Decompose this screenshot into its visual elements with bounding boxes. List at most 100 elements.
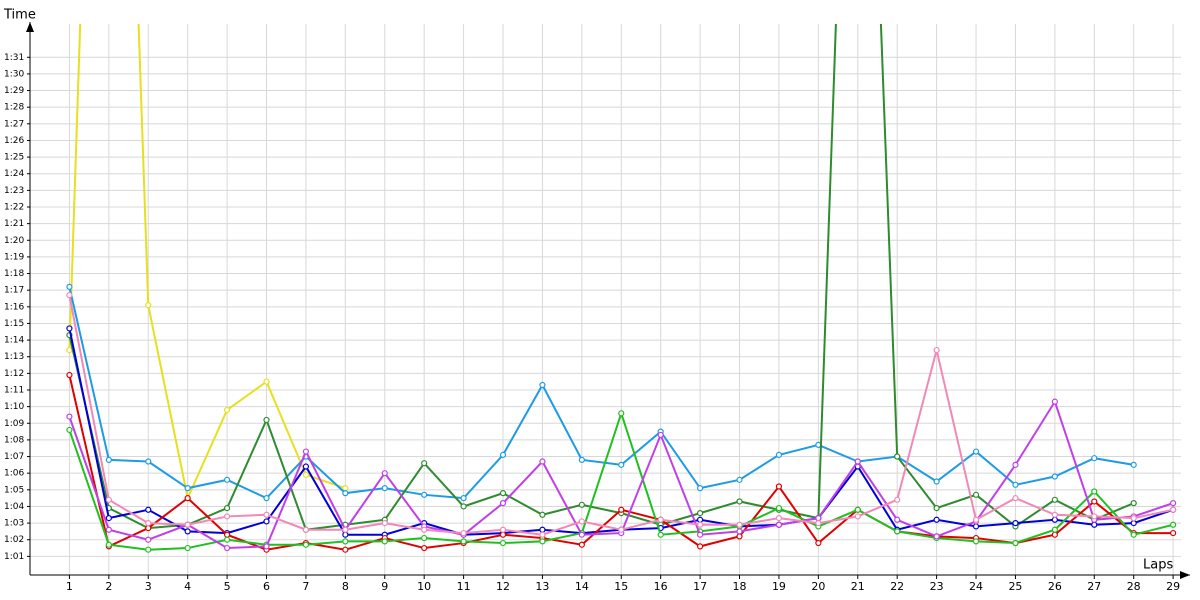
y-tick-label: 1:14 bbox=[4, 336, 24, 346]
point bbox=[223, 531, 231, 538]
point bbox=[1091, 455, 1098, 462]
x-tick-label: 14 bbox=[575, 580, 589, 593]
x-tick-label: 24 bbox=[969, 580, 983, 593]
x-tick-label: 21 bbox=[851, 580, 865, 593]
point bbox=[184, 485, 191, 492]
y-tick-label: 1:16 bbox=[4, 302, 24, 312]
point bbox=[539, 526, 546, 533]
point bbox=[1051, 531, 1058, 538]
point bbox=[1051, 516, 1058, 523]
y-tick-label: 1:12 bbox=[4, 369, 24, 379]
point bbox=[657, 531, 664, 538]
point bbox=[381, 538, 388, 545]
x-tick-label: 28 bbox=[1127, 580, 1141, 593]
x-tick-label: 5 bbox=[224, 580, 231, 593]
point bbox=[381, 519, 388, 527]
y-tick-label: 1:15 bbox=[4, 319, 24, 329]
point bbox=[381, 470, 388, 477]
point bbox=[66, 325, 73, 332]
point bbox=[381, 485, 388, 492]
x-tick-label: 22 bbox=[890, 580, 904, 593]
point bbox=[618, 506, 625, 513]
point bbox=[145, 536, 152, 543]
y-tick-label: 1:02 bbox=[4, 535, 24, 545]
point bbox=[460, 529, 467, 537]
y-tick-label: 1:21 bbox=[4, 219, 24, 229]
point bbox=[657, 431, 664, 439]
point bbox=[1091, 521, 1098, 528]
series bbox=[66, 292, 1177, 538]
y-tick-label: 1:13 bbox=[4, 352, 24, 362]
x-tick-label: 18 bbox=[733, 580, 747, 593]
point bbox=[499, 490, 507, 497]
point bbox=[1091, 488, 1098, 495]
y-axis-label: Time bbox=[3, 8, 36, 23]
x-tick-label: 11 bbox=[457, 580, 471, 593]
point bbox=[499, 531, 507, 538]
point bbox=[697, 521, 704, 528]
y-tick-label: 1:26 bbox=[4, 136, 24, 146]
point bbox=[697, 485, 704, 492]
point bbox=[145, 302, 152, 309]
point bbox=[421, 534, 428, 542]
x-axis-label: Laps bbox=[1143, 558, 1173, 573]
point bbox=[775, 514, 783, 522]
x-tick-label: 15 bbox=[614, 580, 628, 593]
series bbox=[66, 410, 1177, 553]
series-line bbox=[68, 24, 346, 502]
point bbox=[184, 528, 191, 535]
point bbox=[539, 381, 546, 389]
y-tick-label: 1:27 bbox=[4, 119, 24, 129]
y-tick-label: 1:06 bbox=[4, 469, 24, 479]
point bbox=[1051, 398, 1058, 405]
point bbox=[263, 511, 270, 518]
point bbox=[499, 526, 507, 533]
series bbox=[66, 283, 1137, 502]
point bbox=[1170, 506, 1177, 513]
point bbox=[184, 495, 191, 502]
x-axis-arrow bbox=[1180, 571, 1190, 579]
point bbox=[1012, 539, 1019, 547]
point bbox=[145, 546, 152, 553]
point bbox=[223, 505, 231, 512]
point bbox=[66, 292, 73, 299]
point bbox=[972, 523, 980, 530]
point bbox=[421, 526, 428, 533]
point bbox=[815, 519, 822, 527]
point bbox=[184, 544, 191, 552]
point bbox=[223, 536, 231, 543]
point bbox=[775, 521, 783, 528]
x-tick-label: 16 bbox=[654, 580, 668, 593]
y-tick-label: 1:04 bbox=[4, 502, 24, 512]
point bbox=[697, 510, 704, 517]
point bbox=[972, 491, 980, 498]
y-tick-label: 1:07 bbox=[4, 452, 24, 462]
point bbox=[618, 526, 625, 533]
y-tick-label: 1:01 bbox=[4, 552, 24, 562]
point bbox=[342, 531, 349, 538]
point bbox=[933, 346, 940, 354]
point bbox=[1051, 496, 1058, 503]
y-tick-label: 1:24 bbox=[4, 169, 24, 179]
point bbox=[697, 531, 704, 538]
series-line bbox=[68, 286, 1134, 500]
x-tick-label: 3 bbox=[145, 580, 152, 593]
point bbox=[539, 458, 546, 465]
point bbox=[578, 518, 585, 525]
point bbox=[499, 451, 507, 458]
point bbox=[223, 544, 231, 552]
point bbox=[223, 476, 231, 483]
point bbox=[1091, 513, 1098, 520]
point bbox=[933, 516, 940, 523]
y-tick-label: 1:09 bbox=[4, 419, 24, 429]
point bbox=[1012, 519, 1019, 527]
x-tick-label: 23 bbox=[930, 580, 944, 593]
x-tick-label: 8 bbox=[342, 580, 349, 593]
x-tick-label: 27 bbox=[1087, 580, 1101, 593]
point bbox=[460, 503, 467, 510]
point bbox=[1051, 526, 1058, 533]
point bbox=[1170, 521, 1177, 528]
point bbox=[697, 543, 704, 550]
point bbox=[342, 490, 349, 497]
point bbox=[775, 451, 783, 458]
